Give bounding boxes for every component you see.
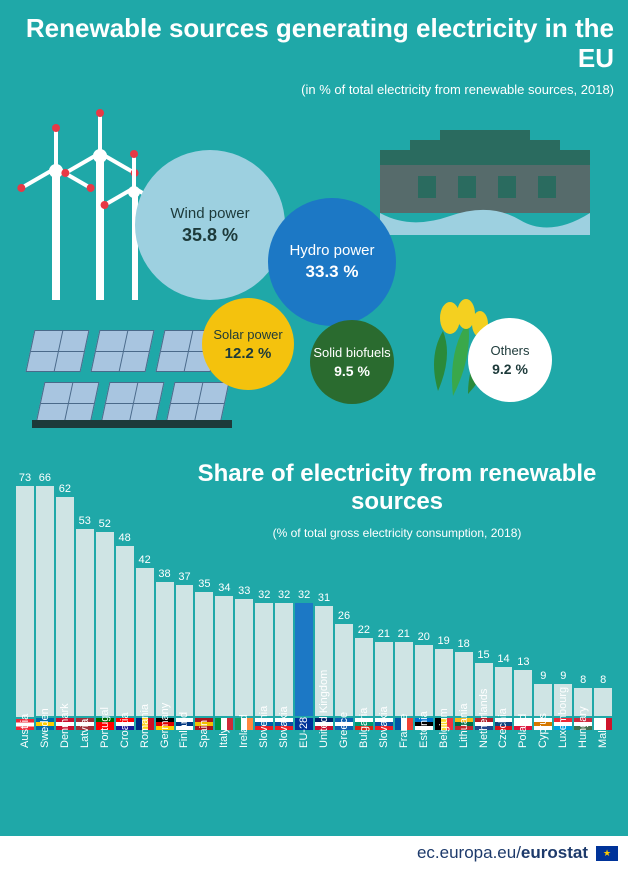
bar-spain: 35 (195, 472, 213, 730)
bar-austria: 73 (16, 472, 34, 730)
bar-hungary: 8 (574, 472, 592, 730)
hydro-dam-icon (370, 120, 600, 240)
bubble-solid-biofuels: Solid biofuels9.5 % (310, 320, 394, 404)
bar-latvia: 53 (76, 472, 94, 730)
bubble-wind-power: Wind power35.8 % (135, 150, 285, 300)
bar-estonia: 20 (415, 472, 433, 730)
bar-poland: 13 (514, 472, 532, 730)
bar-romania: 42 (136, 472, 154, 730)
bar-italy: 34 (215, 472, 233, 730)
bar-finland: 37 (176, 472, 194, 730)
eu-flag-icon (596, 846, 618, 861)
bubble-solar-power: Solar power12.2 % (202, 298, 294, 390)
bar-germany: 38 (156, 472, 174, 730)
footer-url-bold: eurostat (521, 843, 588, 863)
bar-chart: 7366625352484238373534333232323126222121… (16, 472, 612, 828)
bubble-hydro-power: Hydro power33.3 % (268, 198, 396, 326)
bar-sweden: 66 (36, 472, 54, 730)
main-subtitle: (in % of total electricity from renewabl… (0, 82, 614, 97)
bar-malta: 8 (594, 472, 612, 730)
infographic-stage: Renewable sources generating electricity… (0, 0, 628, 870)
bar-greece: 26 (335, 472, 353, 730)
bar-slovakia: 32 (275, 472, 293, 730)
bubble-others: Others9.2 % (468, 318, 552, 402)
bar-bulgaria: 22 (355, 472, 373, 730)
main-title: Renewable sources generating electricity… (0, 14, 614, 74)
bar-eu-28: 32 (295, 472, 313, 730)
bar-ireland: 33 (235, 472, 253, 730)
bar-france: 21 (395, 472, 413, 730)
bar-portugal: 52 (96, 472, 114, 730)
footer: ec.europa.eu/eurostat (0, 836, 628, 870)
bar-croatia: 48 (116, 472, 134, 730)
bar-slovakia: 21 (375, 472, 393, 730)
bar-slovenia: 32 (255, 472, 273, 730)
bar-belgium: 19 (435, 472, 453, 730)
bar-denmark: 62 (56, 472, 74, 730)
bar-czechia: 14 (495, 472, 513, 730)
bar-lithuania: 18 (455, 472, 473, 730)
footer-url-light: ec.europa.eu/ (417, 843, 521, 863)
bar-cyprus: 9 (534, 472, 552, 730)
